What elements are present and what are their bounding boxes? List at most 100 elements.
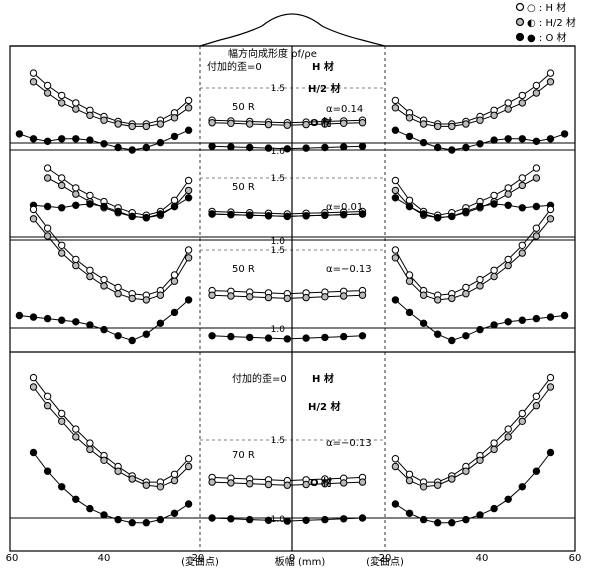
data-point-h bbox=[114, 283, 122, 292]
data-point-o bbox=[156, 515, 165, 524]
data-point-o bbox=[142, 143, 151, 152]
data-point-h2 bbox=[391, 186, 400, 195]
data-point-h bbox=[532, 224, 541, 232]
data-point-h bbox=[29, 373, 38, 382]
data-point-o bbox=[15, 311, 24, 320]
added-strain-top: 付加的歪=0 bbox=[207, 60, 262, 73]
alpha-label: α=−0.13 bbox=[326, 438, 372, 449]
data-point-o bbox=[156, 138, 165, 147]
data-point-o bbox=[518, 483, 526, 491]
data-point-h2 bbox=[476, 116, 484, 124]
data-point-h2 bbox=[208, 478, 216, 486]
data-point-o bbox=[128, 146, 136, 154]
data-point-h2 bbox=[29, 215, 38, 223]
data-point-o bbox=[100, 325, 108, 334]
series-line-h2 bbox=[33, 81, 189, 127]
data-point-o bbox=[321, 515, 329, 524]
data-point-h2 bbox=[43, 402, 52, 410]
data-point-h2 bbox=[208, 291, 216, 299]
data-point-h bbox=[504, 184, 512, 192]
x-ticks: 60 40 20 0 20 40 60 bbox=[6, 553, 582, 564]
data-point-h2 bbox=[532, 89, 541, 97]
data-point-o bbox=[391, 126, 400, 134]
data-point-o bbox=[246, 211, 254, 219]
data-point-h2 bbox=[490, 272, 498, 281]
data-point-o bbox=[170, 308, 179, 317]
data-point-h2 bbox=[128, 294, 136, 303]
y-tick-label: 1.0 bbox=[271, 237, 286, 247]
data-point-o bbox=[358, 514, 367, 522]
data-point-h bbox=[532, 164, 541, 172]
data-point-o bbox=[246, 333, 254, 342]
legend: ○ : H 材 ◐ : H/2 材 ● : O 材 bbox=[515, 1, 576, 44]
data-point-h bbox=[546, 205, 555, 214]
data-point-h bbox=[43, 392, 52, 400]
data-point-h bbox=[391, 96, 400, 105]
data-point-o bbox=[264, 516, 273, 524]
data-point-o bbox=[114, 207, 122, 216]
data-point-h2 bbox=[72, 261, 80, 270]
data-point-h bbox=[504, 425, 512, 433]
data-point-o bbox=[532, 314, 541, 323]
series-line-h bbox=[33, 72, 189, 125]
data-point-h bbox=[405, 196, 414, 205]
data-point-o bbox=[546, 135, 555, 143]
data-point-h2 bbox=[448, 475, 456, 483]
data-point-o bbox=[184, 126, 193, 134]
data-point-h2 bbox=[546, 215, 555, 223]
legend-label-h2: ◐ : H/2 材 bbox=[527, 16, 576, 29]
data-point-h2 bbox=[321, 480, 329, 488]
data-point-h bbox=[518, 241, 526, 250]
data-point-o bbox=[283, 212, 291, 221]
data-point-h2 bbox=[476, 282, 484, 290]
data-point-h2 bbox=[72, 433, 80, 441]
data-point-o bbox=[476, 511, 484, 519]
data-point-o bbox=[227, 332, 235, 341]
data-point-o bbox=[302, 212, 310, 220]
series-label: H 材 bbox=[312, 60, 334, 73]
data-point-o bbox=[227, 515, 235, 523]
data-point-h2 bbox=[518, 181, 526, 190]
data-point-o bbox=[43, 137, 52, 146]
data-point-o bbox=[227, 210, 235, 219]
x-tick-label: 0 bbox=[289, 553, 295, 564]
data-point-o bbox=[434, 519, 442, 527]
data-point-h2 bbox=[391, 104, 400, 112]
data-point-o bbox=[100, 140, 108, 148]
data-point-o bbox=[246, 515, 254, 524]
data-point-h bbox=[86, 191, 94, 200]
series-line-h bbox=[33, 377, 189, 483]
data-point-h2 bbox=[546, 383, 555, 391]
data-point-o bbox=[462, 515, 470, 524]
data-point-o bbox=[29, 135, 38, 143]
data-point-o bbox=[448, 336, 456, 345]
y-tick-label: 1.0 bbox=[271, 515, 286, 525]
data-point-h bbox=[504, 255, 512, 264]
data-point-o bbox=[156, 210, 165, 218]
series-line-h bbox=[33, 209, 190, 296]
data-point-h2 bbox=[462, 120, 470, 128]
y-tick-label: 1.5 bbox=[271, 436, 285, 446]
series-line-h bbox=[395, 72, 551, 125]
data-point-h2 bbox=[156, 291, 165, 299]
data-point-h2 bbox=[504, 433, 512, 441]
data-point-h2 bbox=[504, 190, 512, 198]
data-point-h2 bbox=[434, 122, 442, 131]
data-point-h bbox=[518, 91, 526, 100]
data-point-h bbox=[170, 470, 179, 478]
data-point-h bbox=[58, 241, 66, 250]
inflection-point-label-left: (変曲点) bbox=[181, 555, 219, 568]
x-tick-label: 20 bbox=[379, 553, 392, 564]
data-point-h2 bbox=[114, 290, 122, 298]
data-point-o bbox=[128, 519, 136, 527]
series-label: H/2 材 bbox=[308, 400, 340, 413]
data-point-o bbox=[448, 519, 456, 527]
data-point-h bbox=[476, 275, 484, 284]
data-point-h2 bbox=[72, 190, 80, 198]
data-point-h2 bbox=[340, 292, 348, 300]
data-point-h bbox=[58, 91, 66, 100]
data-point-h2 bbox=[142, 481, 151, 489]
ratio-label: 幅方向成形度 ρf/ρe bbox=[228, 47, 317, 60]
data-point-o bbox=[170, 509, 179, 517]
data-point-h2 bbox=[184, 254, 193, 262]
